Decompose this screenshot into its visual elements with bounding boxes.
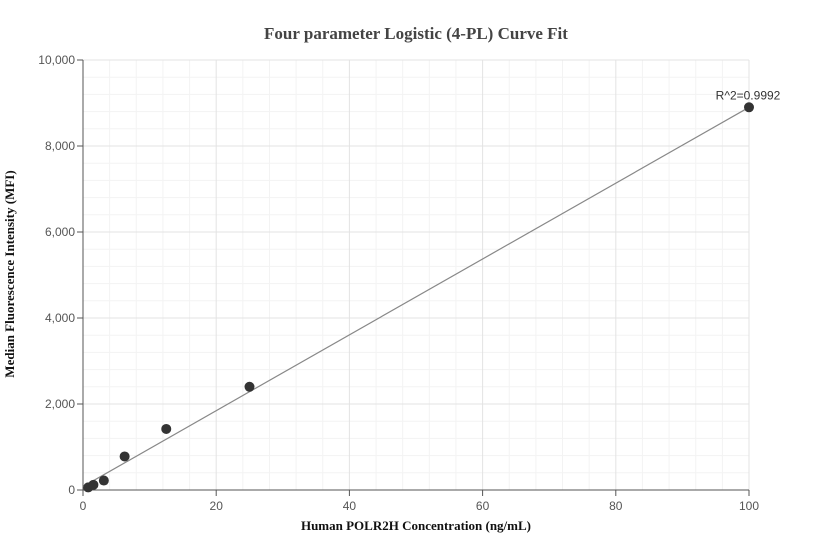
x-ticks: 0 20 40 60 80 100 — [80, 490, 759, 513]
x-tick-label: 40 — [343, 499, 357, 513]
y-tick-label: 10,000 — [38, 53, 75, 67]
series — [82, 102, 754, 493]
data-point — [244, 381, 255, 392]
chart-title: Four parameter Logistic (4-PL) Curve Fit — [264, 24, 568, 43]
x-tick-label: 20 — [210, 499, 224, 513]
r-squared-annotation: R^2=0.9992 — [716, 88, 781, 102]
x-tick-label: 80 — [609, 499, 623, 513]
y-ticks: 0 2,000 4,000 6,000 8,000 10,000 — [38, 53, 83, 497]
y-tick-label: 8,000 — [45, 139, 75, 153]
y-tick-label: 2,000 — [45, 397, 75, 411]
data-point — [88, 479, 99, 490]
x-axis-title: Human POLR2H Concentration (ng/mL) — [301, 518, 531, 533]
data-point — [98, 475, 109, 486]
data-point — [119, 451, 130, 462]
y-tick-label: 4,000 — [45, 311, 75, 325]
grid — [82, 59, 750, 491]
data-point — [161, 423, 172, 434]
fit-curve-line — [82, 106, 750, 488]
y-tick-label: 0 — [68, 483, 75, 497]
y-tick-label: 6,000 — [45, 225, 75, 239]
axes — [82, 60, 749, 491]
y-axis-title: Median Fluorescence Intensity (MFI) — [2, 170, 17, 377]
x-tick-label: 0 — [80, 499, 87, 513]
x-tick-label: 60 — [476, 499, 490, 513]
x-tick-label: 100 — [739, 499, 759, 513]
data-point — [744, 102, 754, 113]
